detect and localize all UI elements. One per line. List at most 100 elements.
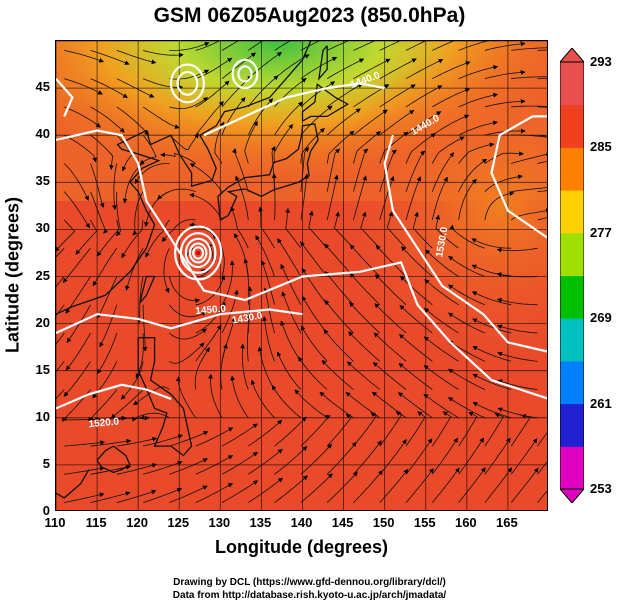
streamline bbox=[472, 402, 512, 419]
streamline bbox=[458, 120, 498, 136]
streamline bbox=[145, 219, 170, 258]
streamline bbox=[62, 247, 91, 284]
streamline bbox=[537, 49, 547, 51]
streamline bbox=[248, 41, 264, 51]
streamline bbox=[379, 58, 417, 80]
streamline bbox=[247, 98, 274, 136]
x-tick-label: 140 bbox=[290, 515, 313, 530]
streamline bbox=[195, 455, 234, 475]
streamline bbox=[300, 41, 320, 51]
streamline bbox=[65, 332, 91, 371]
streamline bbox=[261, 260, 275, 305]
streamline bbox=[326, 130, 355, 164]
streamline bbox=[400, 275, 433, 306]
streamline bbox=[247, 75, 279, 108]
streamline bbox=[56, 276, 65, 288]
colorbar-tick-label: 269 bbox=[590, 310, 612, 326]
streamline bbox=[121, 219, 144, 259]
streamline bbox=[110, 389, 144, 419]
streamline bbox=[142, 460, 183, 475]
streamline bbox=[221, 480, 259, 503]
contour-line bbox=[56, 77, 74, 117]
streamline bbox=[157, 188, 196, 200]
streamline bbox=[458, 142, 495, 164]
streamline bbox=[334, 211, 354, 249]
streamline bbox=[405, 85, 443, 108]
streamline bbox=[302, 295, 328, 334]
streamline bbox=[244, 120, 258, 164]
streamline bbox=[323, 329, 354, 362]
streamline bbox=[379, 439, 407, 475]
x-tick-label: 165 bbox=[496, 515, 518, 530]
streamline bbox=[274, 475, 308, 503]
streamline bbox=[97, 276, 118, 319]
streamline bbox=[56, 247, 65, 258]
contour-label: 1520.0 bbox=[88, 417, 120, 431]
streamline bbox=[432, 41, 455, 51]
x-tick-label: 110 bbox=[44, 515, 66, 530]
streamline bbox=[431, 437, 458, 475]
streamline bbox=[353, 440, 382, 475]
coastline-segment bbox=[139, 275, 156, 304]
streamline bbox=[496, 272, 538, 278]
streamline bbox=[537, 432, 547, 447]
colorbar-tick-label: 261 bbox=[590, 395, 612, 411]
streamline bbox=[458, 178, 477, 221]
streamline bbox=[424, 279, 459, 306]
streamline bbox=[248, 419, 283, 447]
streamline bbox=[169, 431, 209, 447]
map-title: GSM 06Z05Aug2023 (850.0hPa) bbox=[153, 4, 466, 27]
streamline bbox=[96, 219, 120, 257]
colorbar-tick-label: 253 bbox=[590, 481, 612, 496]
low-contour-ring bbox=[176, 70, 199, 96]
streamline bbox=[221, 451, 259, 475]
streamline bbox=[175, 376, 197, 419]
streamline bbox=[280, 263, 302, 305]
colorbar-frame bbox=[560, 61, 584, 490]
streamline bbox=[412, 211, 433, 249]
streamline bbox=[257, 346, 275, 390]
streamline bbox=[247, 286, 253, 334]
streamline bbox=[300, 473, 333, 503]
streamline bbox=[537, 217, 547, 221]
map-plot-area: 1440.0 1440.0 1450.0 1430.0 1520.0 1530.0 bbox=[55, 40, 548, 511]
streamline bbox=[353, 469, 384, 503]
streamline bbox=[90, 191, 109, 234]
streamline bbox=[345, 391, 380, 419]
streamline bbox=[484, 174, 523, 192]
streamline bbox=[353, 109, 388, 136]
streamline bbox=[379, 84, 416, 108]
streamline bbox=[537, 134, 547, 137]
streamline bbox=[472, 374, 512, 390]
low-contour-ring bbox=[169, 63, 205, 104]
streamline bbox=[497, 407, 538, 419]
contour-line bbox=[56, 308, 303, 335]
streamline bbox=[537, 490, 547, 503]
streamline bbox=[432, 61, 471, 80]
streamline bbox=[379, 131, 409, 164]
typhoon-center-dot bbox=[196, 250, 201, 255]
streamline bbox=[63, 361, 91, 397]
streamline bbox=[221, 52, 257, 80]
streamline bbox=[458, 412, 478, 447]
streamline bbox=[132, 191, 144, 236]
streamline bbox=[169, 97, 209, 110]
low-contour-ring bbox=[231, 58, 259, 90]
streamline bbox=[90, 163, 105, 208]
streamline bbox=[97, 332, 118, 375]
coastline-segment bbox=[56, 41, 312, 315]
y-tick-label: 45 bbox=[35, 79, 50, 95]
streamline bbox=[537, 190, 547, 193]
streamline bbox=[537, 106, 547, 108]
streamline bbox=[432, 88, 471, 108]
streamline bbox=[195, 101, 224, 136]
streamline bbox=[300, 241, 328, 277]
streamline bbox=[371, 391, 407, 419]
streamline bbox=[471, 238, 512, 249]
streamline bbox=[140, 415, 150, 421]
contour-line bbox=[56, 129, 547, 400]
streamline bbox=[511, 105, 547, 108]
coastline-segment bbox=[56, 469, 90, 499]
streamline bbox=[300, 146, 309, 192]
